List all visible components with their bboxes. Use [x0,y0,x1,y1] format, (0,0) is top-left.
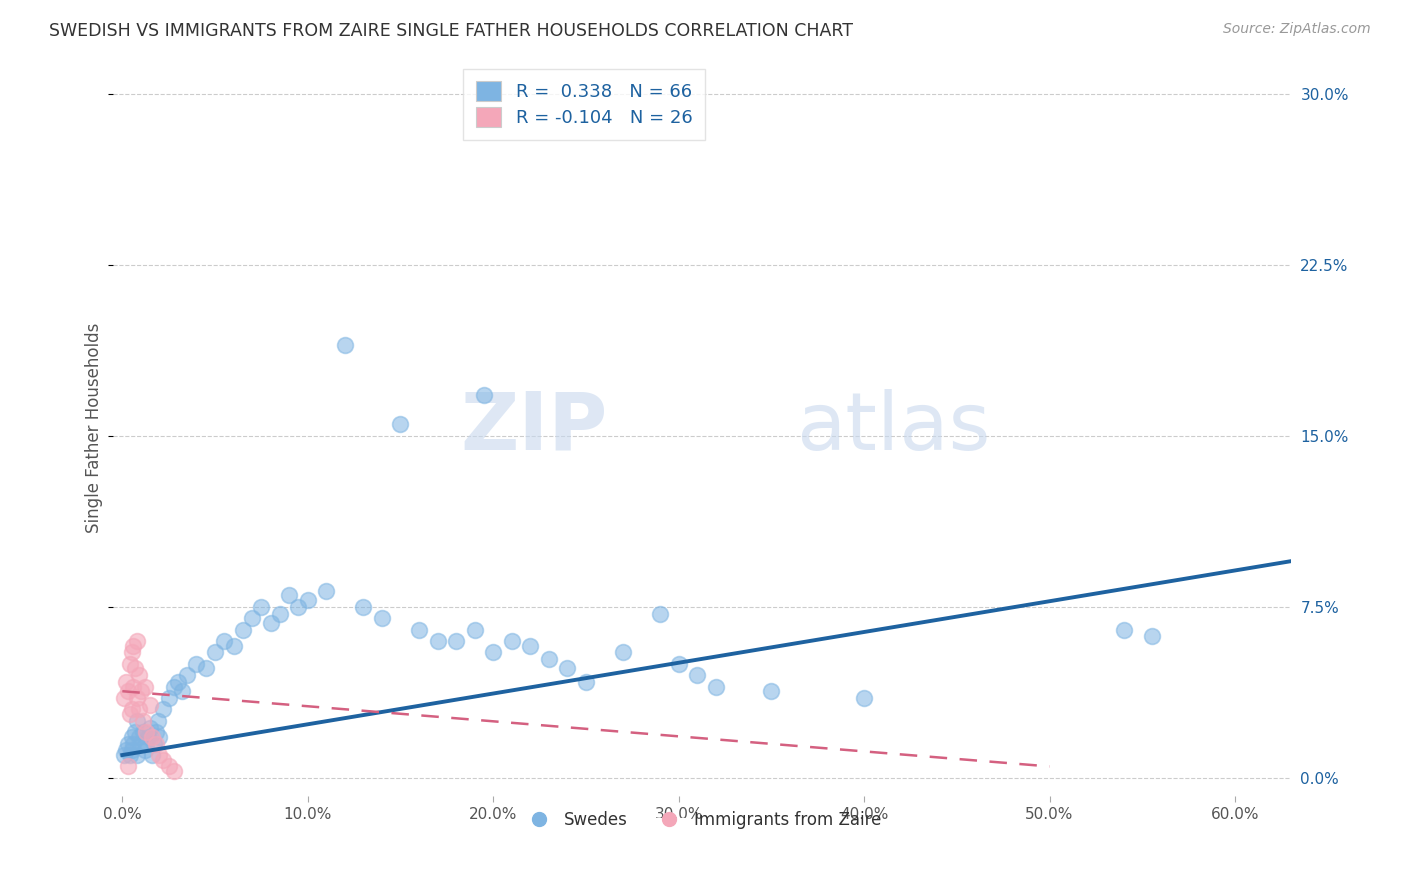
Point [117,759,139,773]
Point [124,661,146,675]
Point [146,714,169,728]
Point [170,684,193,698]
Point [141,747,163,762]
Point [163,764,186,778]
Point [152,753,174,767]
Point [121,730,143,744]
Point [333,337,356,351]
Point [575,675,598,690]
Point [297,593,319,607]
Point [139,721,162,735]
Point [134,743,156,757]
Text: Source: ZipAtlas.com: Source: ZipAtlas.com [1223,22,1371,37]
Text: SWEDISH VS IMMIGRANTS FROM ZAIRE SINGLE FATHER HOUSEHOLDS CORRELATION CHART: SWEDISH VS IMMIGRANTS FROM ZAIRE SINGLE … [49,22,853,40]
Point [135,725,157,739]
Point [132,714,155,728]
Point [371,611,394,625]
Point [142,737,165,751]
Point [232,623,254,637]
Point [612,645,634,659]
Point [761,684,783,698]
Point [214,634,236,648]
Y-axis label: Single Father Households: Single Father Households [86,323,103,533]
Point [668,657,690,671]
Point [287,599,309,614]
Point [464,623,486,637]
Point [127,747,149,762]
Point [141,730,163,744]
Point [122,737,145,751]
Point [648,607,671,621]
Point [115,675,138,690]
Point [163,680,186,694]
Point [121,645,143,659]
Point [129,684,152,698]
Point [250,599,273,614]
Point [472,388,495,402]
Point [389,417,412,432]
Point [194,661,217,675]
Point [426,634,449,648]
Point [176,668,198,682]
Point [118,657,141,671]
Point [315,583,337,598]
Legend: Swedes, Immigrants from Zaire: Swedes, Immigrants from Zaire [516,805,889,836]
Point [112,691,135,706]
Point [124,725,146,739]
Point [128,730,150,744]
Point [135,737,157,751]
Point [118,747,141,762]
Point [117,684,139,698]
Point [157,691,180,706]
Point [128,702,150,716]
Point [557,661,579,675]
Point [501,634,523,648]
Point [1140,630,1163,644]
Point [260,615,283,630]
Point [222,639,245,653]
Point [136,730,159,744]
Point [204,645,226,659]
Point [117,737,139,751]
Point [127,714,149,728]
Point [132,725,155,739]
Point [519,639,541,653]
Point [269,607,291,621]
Point [128,668,150,682]
Point [127,634,149,648]
Point [134,680,156,694]
Point [122,639,145,653]
Point [139,698,162,712]
Point [853,691,876,706]
Point [157,759,180,773]
Point [1112,623,1135,637]
Point [686,668,709,682]
Point [118,706,141,721]
Point [122,680,145,694]
Point [278,589,301,603]
Point [129,737,152,751]
Point [537,652,560,666]
Text: atlas: atlas [796,389,990,467]
Point [704,680,727,694]
Text: ZIP: ZIP [460,389,607,467]
Point [352,599,374,614]
Point [148,730,170,744]
Point [148,747,170,762]
Point [482,645,505,659]
Point [112,747,135,762]
Point [167,675,190,690]
Point [444,634,467,648]
Point [145,725,167,739]
Point [186,657,208,671]
Point [121,702,143,716]
Point [240,611,263,625]
Point [152,702,174,716]
Point [145,737,167,751]
Point [115,743,138,757]
Point [127,691,149,706]
Point [408,623,430,637]
Point [121,743,143,757]
